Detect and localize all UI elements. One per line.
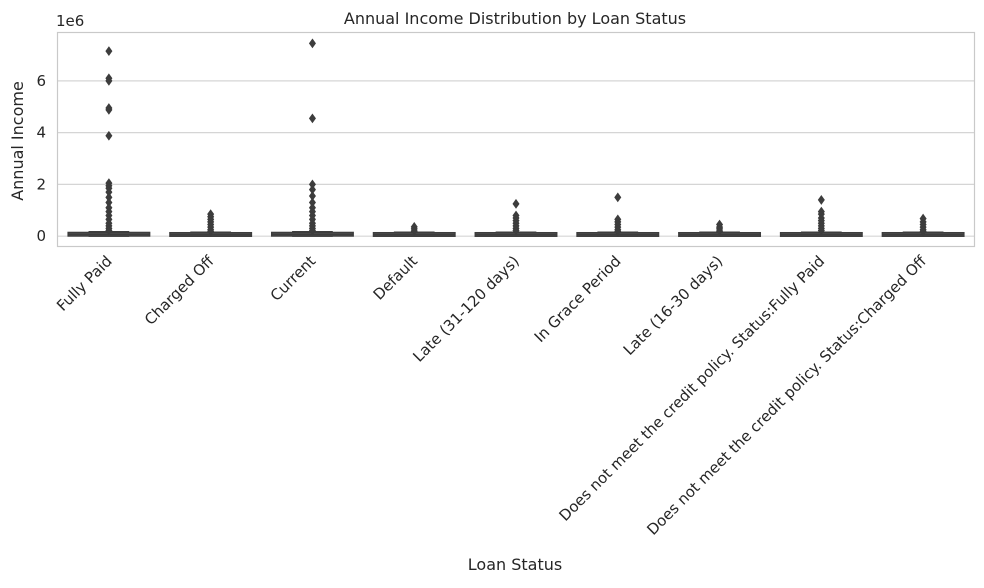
- outlier-point: [614, 192, 622, 203]
- outlier-point: [512, 198, 520, 209]
- y-tick-label: 4: [36, 124, 46, 142]
- outlier-point: [105, 130, 113, 141]
- outliers: [105, 38, 927, 237]
- outlier-point: [308, 38, 316, 49]
- outlier-point: [512, 225, 520, 236]
- outlier-point: [716, 226, 724, 236]
- chart-title: Annual Income Distribution by Loan Statu…: [344, 9, 686, 28]
- outlier-point: [919, 226, 927, 237]
- outlier-point: [105, 225, 113, 236]
- y-tick-label: 2: [36, 175, 46, 193]
- outlier-point: [207, 226, 215, 237]
- outlier-point: [410, 226, 418, 236]
- outlier-point: [105, 46, 113, 57]
- outlier-point: [105, 75, 113, 86]
- x-tick-label: Late (16-30 days): [620, 252, 727, 359]
- y-tick-label: 0: [36, 227, 46, 245]
- x-tick-label: In Grace Period: [531, 252, 625, 346]
- y-axis-multiplier: 1e6: [56, 12, 84, 30]
- x-tick-label: Default: [370, 252, 422, 304]
- x-tick-label: Charged Off: [141, 252, 218, 329]
- x-axis-label: Loan Status: [468, 555, 562, 574]
- plot-area-frame: [56, 31, 976, 248]
- outlier-point: [817, 225, 825, 236]
- x-tick-label: Current: [267, 252, 320, 305]
- outlier-point: [308, 113, 316, 124]
- outlier-point: [817, 195, 825, 205]
- x-tick-label: Fully Paid: [53, 252, 116, 315]
- outlier-point: [614, 226, 622, 237]
- outlier-point: [308, 225, 316, 236]
- x-tick-label: Late (31-120 days): [409, 252, 522, 365]
- y-axis-label: Annual Income: [8, 81, 27, 201]
- outlier-point: [105, 104, 113, 115]
- y-tick-label: 6: [36, 72, 46, 90]
